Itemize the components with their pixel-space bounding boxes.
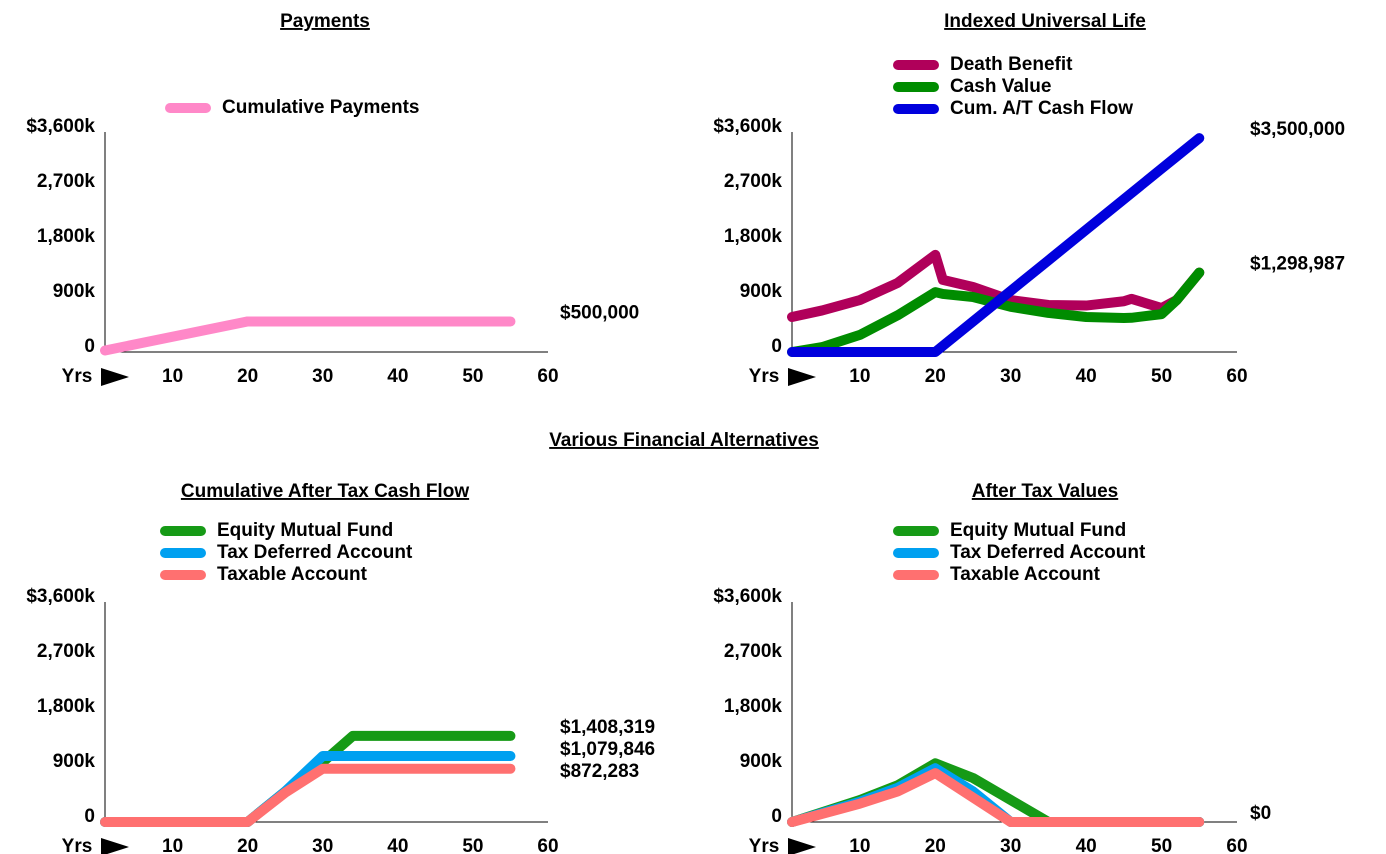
x-axis-arrow [788,838,816,854]
x-tick-label: 50 [462,836,483,854]
x-tick-label: 30 [312,366,333,387]
y-tick-label: $3,600k [26,586,95,607]
legend-label: Cash Value [950,76,1051,97]
y-tick-label: 900k [740,751,783,772]
series-line [787,267,1205,357]
legend-label: Cum. A/T Cash Flow [950,98,1133,119]
y-tick-label: 2,700k [724,641,783,662]
x-tick-label: 50 [462,366,483,387]
y-tick-label: 0 [771,336,782,357]
y-tick-label: 1,800k [724,226,783,247]
end-label: $1,298,987 [1250,254,1345,275]
series-line [787,249,1205,322]
x-tick-label: 60 [1226,366,1247,387]
y-tick-label: 0 [771,806,782,827]
x-tick-label: 40 [1076,366,1097,387]
y-tick-label: $3,600k [713,116,782,137]
x-axis-label: Yrs [749,366,780,387]
x-tick-label: 50 [1151,366,1172,387]
x-tick-label: 40 [387,366,408,387]
y-tick-label: 1,800k [37,226,96,247]
series-line [100,316,516,356]
x-tick-label: 10 [849,836,870,854]
series-line [100,763,516,827]
x-axis-arrow [101,838,129,854]
x-tick-label: 10 [162,836,183,854]
x-axis-arrow [788,368,816,386]
x-tick-label: 60 [1226,836,1247,854]
legend-label: Death Benefit [950,54,1073,75]
chart-title: Indexed Universal Life [944,11,1146,32]
y-tick-label: 2,700k [724,171,783,192]
end-label: $1,079,846 [560,739,655,760]
x-tick-label: 50 [1151,836,1172,854]
x-axis-label: Yrs [62,836,93,854]
x-axis-arrow [101,368,129,386]
x-tick-label: 40 [1076,836,1097,854]
legend-label: Taxable Account [217,564,368,585]
x-tick-label: 30 [312,836,333,854]
chart-title: Payments [280,11,370,32]
x-tick-label: 40 [387,836,408,854]
end-label: $500,000 [560,302,639,323]
legend-label: Tax Deferred Account [950,542,1146,563]
y-tick-label: 1,800k [724,696,783,717]
x-tick-label: 30 [1000,366,1021,387]
end-label: $0 [1250,803,1271,824]
section-heading: Various Financial Alternatives [549,430,819,451]
y-tick-label: 2,700k [37,641,96,662]
end-label: $3,500,000 [1250,119,1345,140]
end-label: $872,283 [560,761,639,782]
y-tick-label: 900k [53,751,96,772]
x-tick-label: 60 [537,836,558,854]
y-tick-label: 900k [740,281,783,302]
legend-label: Equity Mutual Fund [950,520,1126,541]
x-tick-label: 10 [162,366,183,387]
y-tick-label: $3,600k [713,586,782,607]
legend-label: Taxable Account [950,564,1101,585]
x-tick-label: 10 [849,366,870,387]
end-label: $1,408,319 [560,717,655,738]
x-tick-label: 20 [925,836,946,854]
x-tick-label: 30 [1000,836,1021,854]
legend-label: Cumulative Payments [222,97,419,118]
y-tick-label: 0 [84,336,95,357]
x-axis-label: Yrs [749,836,780,854]
chart-title: Cumulative After Tax Cash Flow [181,481,469,502]
x-tick-label: 60 [537,366,558,387]
y-tick-label: 1,800k [37,696,96,717]
legend-label: Equity Mutual Fund [217,520,393,541]
chart-title: After Tax Values [972,481,1118,502]
x-axis-label: Yrs [62,366,93,387]
x-tick-label: 20 [237,366,258,387]
y-tick-label: $3,600k [26,116,95,137]
x-tick-label: 20 [237,836,258,854]
y-tick-label: 0 [84,806,95,827]
x-tick-label: 20 [925,366,946,387]
series-line [787,133,1205,357]
y-tick-label: 2,700k [37,171,96,192]
series-line [787,768,1205,827]
y-tick-label: 900k [53,281,96,302]
legend-label: Tax Deferred Account [217,542,413,563]
